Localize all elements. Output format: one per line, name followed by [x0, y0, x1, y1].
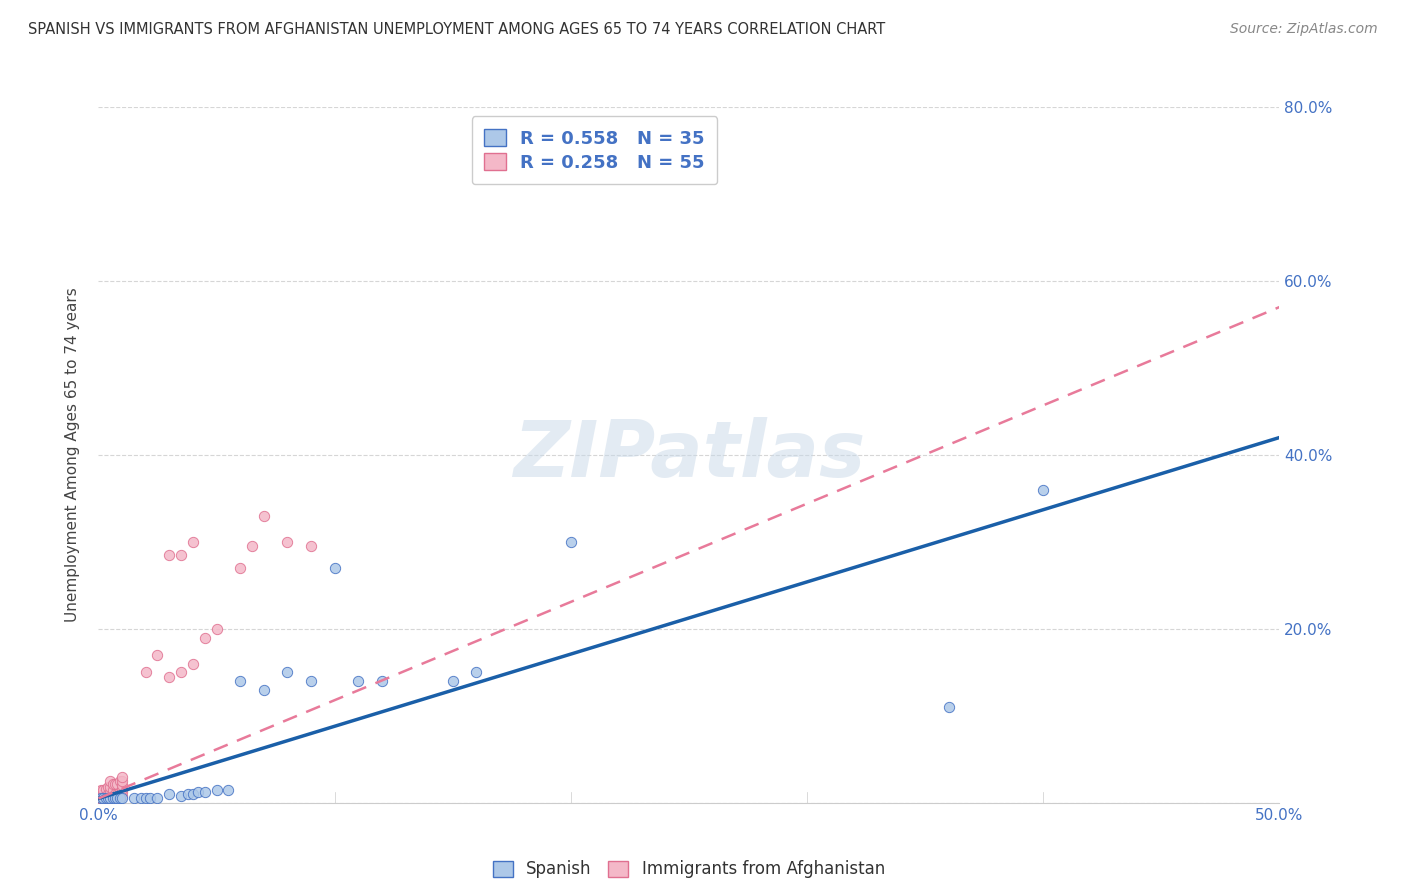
Point — [157, 670, 180, 684]
Point — [181, 787, 204, 801]
Point — [371, 674, 394, 689]
Point — [108, 774, 131, 789]
Point — [170, 548, 193, 562]
Point — [90, 789, 112, 804]
Point — [1032, 483, 1054, 497]
Point — [229, 561, 252, 575]
Point — [94, 781, 117, 796]
Point — [465, 665, 488, 680]
Point — [98, 791, 121, 805]
Point — [111, 778, 134, 792]
Point — [90, 791, 112, 805]
Point — [101, 791, 124, 805]
Point — [111, 789, 134, 803]
Text: SPANISH VS IMMIGRANTS FROM AFGHANISTAN UNEMPLOYMENT AMONG AGES 65 TO 74 YEARS CO: SPANISH VS IMMIGRANTS FROM AFGHANISTAN U… — [28, 22, 886, 37]
Point — [91, 792, 114, 806]
Legend: Spanish, Immigrants from Afghanistan: Spanish, Immigrants from Afghanistan — [486, 854, 891, 885]
Point — [90, 785, 112, 799]
Point — [560, 534, 582, 549]
Point — [105, 777, 128, 791]
Point — [299, 674, 322, 689]
Point — [97, 791, 120, 805]
Point — [90, 782, 112, 797]
Point — [104, 787, 127, 801]
Point — [240, 539, 263, 553]
Point — [97, 787, 120, 801]
Point — [194, 631, 217, 645]
Point — [98, 780, 121, 794]
Point — [90, 789, 112, 803]
Point — [90, 793, 112, 807]
Point — [108, 785, 131, 799]
Point — [111, 774, 134, 789]
Point — [205, 782, 228, 797]
Point — [170, 789, 193, 803]
Point — [98, 785, 121, 799]
Point — [139, 791, 162, 805]
Point — [441, 674, 464, 689]
Point — [276, 665, 298, 680]
Point — [91, 790, 114, 805]
Point — [253, 508, 276, 523]
Point — [187, 785, 209, 799]
Point — [94, 791, 117, 805]
Point — [90, 790, 112, 805]
Point — [194, 785, 217, 799]
Text: Source: ZipAtlas.com: Source: ZipAtlas.com — [1230, 22, 1378, 37]
Point — [90, 783, 112, 797]
Text: ZIPatlas: ZIPatlas — [513, 417, 865, 493]
Point — [104, 777, 127, 791]
Point — [105, 791, 128, 805]
Point — [157, 787, 180, 801]
Point — [90, 791, 112, 805]
Point — [217, 782, 239, 797]
Point — [91, 791, 114, 805]
Point — [129, 791, 152, 805]
Point — [181, 534, 204, 549]
Point — [111, 770, 134, 784]
Point — [177, 787, 200, 801]
Point — [229, 674, 252, 689]
Point — [98, 774, 121, 789]
Point — [122, 791, 145, 805]
Point — [146, 791, 169, 805]
Point — [101, 789, 124, 803]
Point — [90, 787, 112, 801]
Point — [101, 777, 124, 791]
Point — [90, 792, 112, 806]
Point — [104, 791, 127, 805]
Point — [91, 787, 114, 801]
Point — [94, 791, 117, 805]
Y-axis label: Unemployment Among Ages 65 to 74 years: Unemployment Among Ages 65 to 74 years — [65, 287, 80, 623]
Point — [938, 700, 960, 714]
Point — [98, 791, 121, 805]
Point — [105, 787, 128, 801]
Point — [205, 622, 228, 636]
Point — [91, 782, 114, 797]
Point — [108, 791, 131, 805]
Point — [157, 548, 180, 562]
Point — [97, 780, 120, 794]
Point — [181, 657, 204, 671]
Point — [276, 534, 298, 549]
Point — [135, 665, 157, 680]
Point — [101, 782, 124, 797]
Point — [146, 648, 169, 662]
Point — [170, 665, 193, 680]
Point — [253, 682, 276, 697]
Point — [323, 561, 346, 575]
Point — [98, 789, 121, 803]
Point — [94, 789, 117, 803]
Point — [97, 790, 120, 805]
Point — [111, 785, 134, 799]
Point — [111, 781, 134, 796]
Point — [111, 791, 134, 805]
Point — [135, 791, 157, 805]
Point — [347, 674, 370, 689]
Point — [299, 539, 322, 553]
